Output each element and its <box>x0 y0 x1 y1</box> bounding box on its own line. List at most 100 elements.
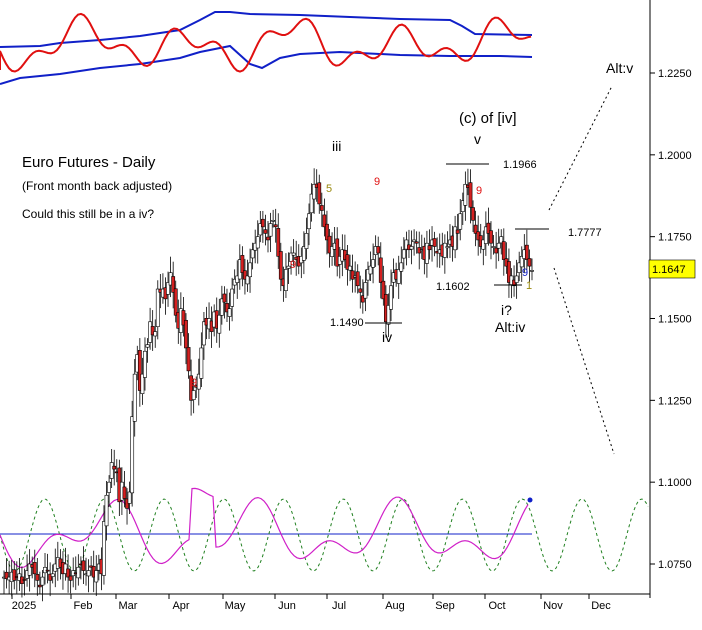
projection-alt-v <box>548 85 613 211</box>
candle-body <box>460 200 465 212</box>
candle-body <box>494 247 499 254</box>
candle-body <box>530 270 534 272</box>
candle-body <box>414 241 419 244</box>
y-tick-label: 1.2250 <box>658 68 692 80</box>
candle-body <box>401 249 406 259</box>
candle-body <box>371 259 375 268</box>
candle-body <box>325 223 329 241</box>
candle-body <box>330 246 334 257</box>
candle-body <box>35 574 40 581</box>
candle-body <box>240 255 245 273</box>
count-label-blue-1: 9 <box>522 267 528 279</box>
candle-body <box>155 288 160 328</box>
wave-label-alt-iv: Alt:iv <box>495 319 525 335</box>
candle-body <box>312 183 317 200</box>
candle-body <box>248 262 252 278</box>
candlestick-series <box>2 168 534 602</box>
candle-body <box>102 521 106 576</box>
candle-body <box>227 308 232 317</box>
candle-body <box>278 251 283 280</box>
candle-body <box>453 226 458 251</box>
x-axis-ticks: 2025 Feb Mar Apr May Jun Jul Aug Sep Oct Nov Dec <box>11 594 611 612</box>
candle-body <box>150 326 155 336</box>
candle-body <box>260 218 265 228</box>
y-axis-ticks: 1.2250 1.2000 1.1750 1.1500 1.1250 1.1000 1.07… <box>650 68 692 571</box>
candle-body <box>519 256 524 268</box>
last-price-marker <box>648 259 696 279</box>
candle-body <box>289 252 293 262</box>
candle-body <box>458 213 463 230</box>
candle-body <box>255 236 260 249</box>
candle-body <box>481 239 486 250</box>
y-tick-label: 1.2000 <box>658 150 692 162</box>
x-tick-label: May <box>225 600 246 612</box>
x-tick-label: Aug <box>385 600 405 612</box>
candle-body <box>471 207 475 221</box>
candle-body <box>32 562 37 575</box>
level-label-1-1966: 1.1966 <box>503 159 537 171</box>
annotation-lines <box>365 85 615 455</box>
candle-body <box>186 347 191 372</box>
candle-body <box>22 579 27 581</box>
x-tick-label: 2025 <box>12 600 36 612</box>
candle-body <box>4 571 9 580</box>
candle-body <box>202 321 206 346</box>
candle-body <box>191 390 196 400</box>
candle-body <box>386 305 391 325</box>
candle-body <box>132 373 137 422</box>
candle-body <box>425 242 429 264</box>
candle-body <box>68 575 73 581</box>
candle-body <box>524 244 529 260</box>
candle-body <box>360 295 365 303</box>
candle-body <box>396 269 401 284</box>
x-tick-label: Sep <box>435 600 455 612</box>
candle-body <box>130 416 135 494</box>
candle-body <box>153 331 158 337</box>
candle-body <box>76 566 81 579</box>
y-tick-label: 1.1000 <box>658 477 692 489</box>
candle-body <box>230 288 235 307</box>
y-tick-label: 1.1500 <box>658 314 692 326</box>
top-indicator-panel <box>0 11 533 85</box>
candle-body <box>409 246 414 250</box>
red-oscillator-line <box>0 12 532 73</box>
candle-body <box>112 465 117 470</box>
candle-body <box>378 257 383 283</box>
chart-question: Could this still be in a iv? <box>22 207 154 221</box>
candle-body <box>127 491 132 504</box>
lower-band-line <box>0 44 533 85</box>
candle-body <box>286 265 291 269</box>
candle-body <box>473 224 478 234</box>
candle-body <box>445 246 450 249</box>
candle-body <box>140 373 145 394</box>
candle-body <box>81 560 86 571</box>
candle-body <box>37 584 42 588</box>
upper-band-line <box>0 11 533 48</box>
candle-body <box>486 222 491 234</box>
candle-body <box>304 233 309 249</box>
y-tick-label: 1.1250 <box>658 395 692 407</box>
candle-body <box>319 205 324 211</box>
candle-body <box>322 214 327 228</box>
candle-body <box>527 258 532 267</box>
count-label-red-4: 9 <box>191 377 197 389</box>
wave-label-iii: iii <box>332 138 341 154</box>
candle-body <box>268 223 273 237</box>
candle-body <box>48 573 53 581</box>
candle-body <box>507 261 511 283</box>
candle-body <box>217 314 222 334</box>
count-label-red-3: 9 <box>476 185 482 197</box>
candle-body <box>109 462 114 479</box>
candle-body <box>301 246 306 261</box>
candle-body <box>273 224 278 228</box>
wave-label-i: i? <box>501 302 512 318</box>
wave-label-alt-v: Alt:v <box>606 60 633 76</box>
candle-body <box>166 282 170 295</box>
candle-body <box>366 269 370 281</box>
candle-body <box>107 481 111 493</box>
count-label-olive-1: 5 <box>326 183 332 195</box>
count-label-red-2: 9 <box>374 176 380 188</box>
candle-body <box>442 242 447 258</box>
candle-body <box>143 350 147 378</box>
